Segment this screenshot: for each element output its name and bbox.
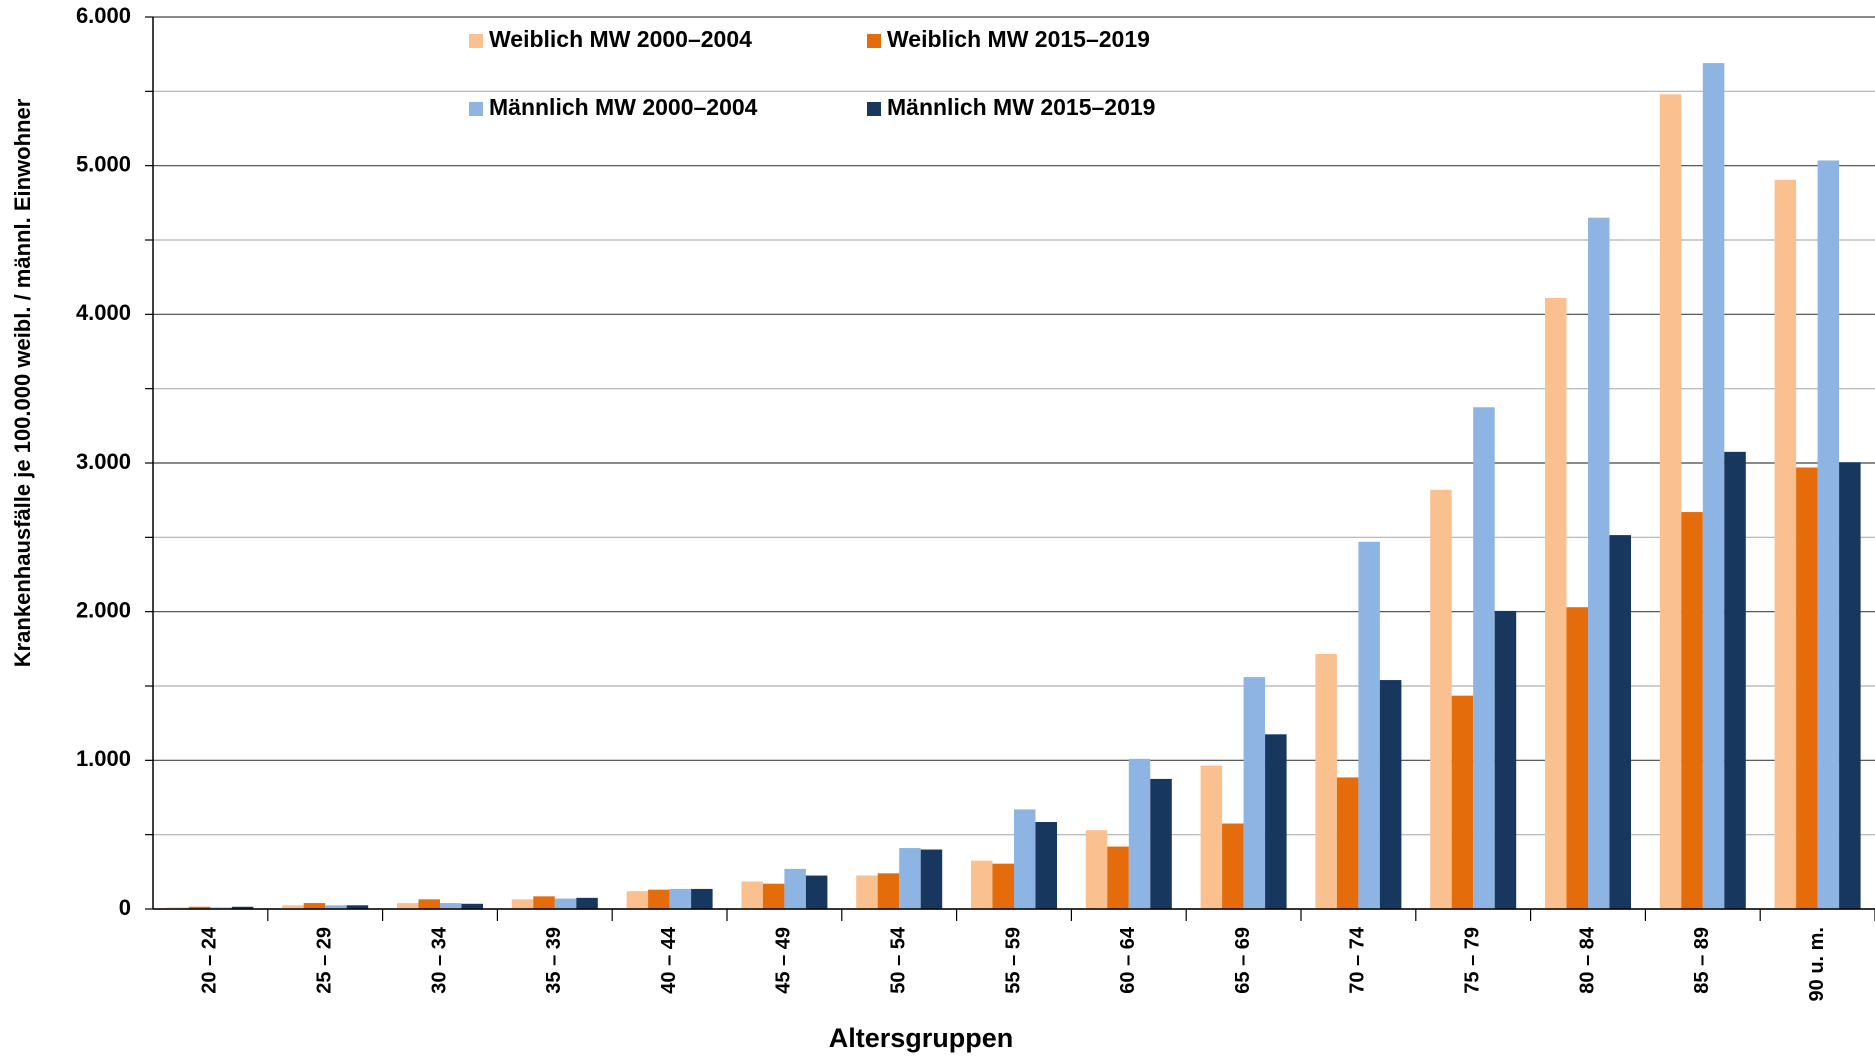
- x-tick-label: 40 – 44: [658, 926, 680, 994]
- x-tick-label: 85 – 89: [1691, 927, 1713, 994]
- bar: [231, 906, 254, 909]
- bar: [1494, 610, 1517, 909]
- x-tick-label: 90 u. m.: [1806, 927, 1828, 1001]
- bar: [1222, 823, 1244, 909]
- x-tick-label: 80 – 84: [1576, 926, 1598, 994]
- y-tick-label: 4.000: [76, 300, 131, 325]
- bar: [1473, 407, 1495, 909]
- bar: [511, 899, 534, 909]
- x-axis-title: Altersgruppen: [829, 1023, 1014, 1053]
- bar: [805, 875, 828, 909]
- x-tick-label: 45 – 49: [773, 927, 795, 994]
- bar: [1609, 535, 1631, 909]
- bar: [1451, 695, 1474, 909]
- bar: [1796, 467, 1818, 909]
- bar: [397, 903, 419, 909]
- bar: [741, 881, 763, 909]
- bar: [1243, 677, 1266, 909]
- x-tick-label: 70 – 74: [1347, 926, 1369, 994]
- bar: [1681, 512, 1703, 909]
- y-tick-label: 3.000: [76, 449, 131, 474]
- bar: [648, 889, 670, 909]
- bar: [1085, 830, 1108, 909]
- x-tick-label: 55 – 59: [1002, 927, 1024, 994]
- y-tick-label: 0: [119, 895, 131, 920]
- legend-label: Männlich MW 2000–2004: [489, 94, 758, 120]
- bar: [1724, 451, 1746, 909]
- bar: [282, 905, 304, 909]
- bar: [784, 868, 806, 909]
- y-tick-label: 6.000: [76, 3, 131, 28]
- bar: [1817, 160, 1840, 910]
- bar: [920, 849, 943, 909]
- legend-swatch: [469, 102, 483, 116]
- bar: [576, 897, 598, 909]
- x-tick-label: 75 – 79: [1461, 927, 1483, 994]
- bar: [1150, 778, 1172, 909]
- bar: [971, 860, 993, 909]
- x-tick-label: 25 – 29: [313, 927, 335, 994]
- bar: [1566, 607, 1588, 909]
- bar: [992, 863, 1014, 909]
- bar: [1336, 777, 1359, 909]
- bar: [1358, 541, 1380, 909]
- bar: [1430, 489, 1452, 909]
- bar: [346, 905, 369, 909]
- x-tick-label: 50 – 54: [887, 926, 909, 994]
- legend-swatch: [469, 34, 483, 48]
- bar: [1315, 654, 1337, 909]
- x-tick-label: 35 – 39: [543, 927, 565, 994]
- bar: [1035, 822, 1057, 909]
- bar: [1588, 217, 1610, 909]
- bar: [1774, 179, 1797, 910]
- bar: [1014, 809, 1036, 909]
- legend-swatch: [867, 34, 881, 48]
- bar: [188, 906, 211, 909]
- bar: [856, 875, 878, 909]
- bar: [762, 883, 785, 909]
- bar: [554, 898, 577, 909]
- y-axis-title: Krankenhausfälle je 100.000 weibl. / män…: [10, 98, 35, 667]
- bar: [1659, 94, 1682, 910]
- legend-label: Weiblich MW 2000–2004: [489, 26, 752, 52]
- bar: [1702, 63, 1725, 909]
- bar: [325, 905, 347, 909]
- x-tick-label: 60 – 64: [1117, 926, 1139, 994]
- bar: [1128, 758, 1151, 909]
- x-tick-label: 20 – 24: [199, 926, 221, 994]
- y-tick-label: 5.000: [76, 151, 131, 176]
- bar: [691, 888, 713, 909]
- bar: [1379, 680, 1402, 909]
- bar: [1200, 765, 1223, 909]
- legend-swatch: [867, 102, 881, 116]
- bar: [461, 903, 483, 909]
- bar: [669, 888, 692, 909]
- bar: [877, 873, 900, 909]
- y-tick-label: 2.000: [76, 597, 131, 622]
- legend-label: Männlich MW 2015–2019: [887, 94, 1155, 120]
- bar: [1545, 297, 1567, 910]
- x-tick-label: 30 – 34: [428, 926, 450, 994]
- bar: [1107, 846, 1129, 909]
- x-tick-label: 65 – 69: [1232, 927, 1254, 994]
- bar: [440, 903, 462, 909]
- bar: [303, 903, 326, 909]
- bar: [1265, 734, 1287, 909]
- y-tick-label: 1.000: [76, 746, 131, 771]
- bar: [899, 848, 921, 909]
- bar: [1839, 462, 1861, 909]
- bar: [533, 896, 555, 909]
- legend-label: Weiblich MW 2015–2019: [887, 26, 1150, 52]
- bar: [626, 891, 649, 909]
- bar: [418, 899, 440, 909]
